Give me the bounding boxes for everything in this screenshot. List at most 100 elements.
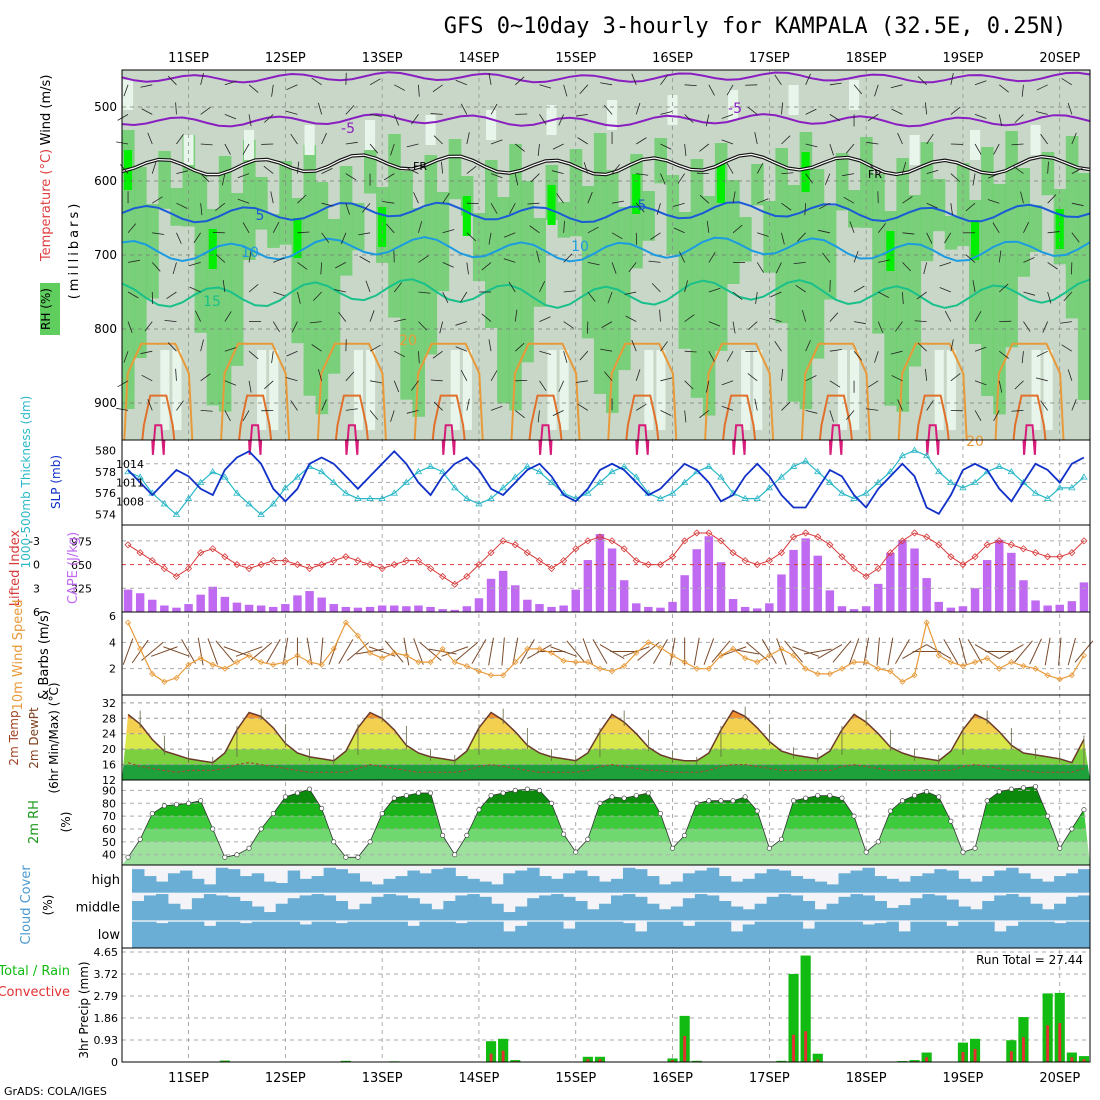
upper-wind-barb [805,173,814,184]
cape-bar [886,552,895,612]
upper-wind-barb [631,339,637,352]
cloud-bar [227,896,241,921]
rh-point [173,802,179,808]
cloud-bar [994,870,1007,893]
li-point [426,564,435,573]
thickness-point [596,478,604,485]
rh-point [754,808,760,814]
cloud-bar [982,921,995,948]
rh-shade-green [448,139,462,200]
li-point [318,561,326,569]
upper-wind-barb [552,410,564,417]
panel-frame [121,947,1091,1063]
precip-ytick: 2.79 [94,990,119,1003]
wind-speed-point [1044,672,1051,679]
cloud-bar [862,867,875,893]
cape-bar [438,609,447,612]
wind-speed-point [1056,676,1063,683]
slp-ytick: 1014 [116,458,144,471]
rh-shade-green [848,190,861,228]
li-point [535,557,544,565]
upper-wind-barb [926,169,939,174]
upper-wind-barb [321,399,327,411]
wind-speed-point [270,661,277,668]
profile-ylabel-rh: RH (%) [39,288,53,330]
cloud-bar [599,881,612,893]
upper-wind-barb [442,229,455,234]
upper-wind-barb [660,410,672,417]
upper-wind-barb [127,291,139,299]
upper-wind-barb [829,410,834,422]
cloud-bar [143,876,157,893]
upper-wind-barb [297,262,308,270]
rh-shade-bright [293,218,302,258]
li-point [983,541,991,549]
cape-bar [1067,601,1077,612]
upper-wind-barb [747,373,758,382]
rh-shade-light [970,130,981,160]
wind-barb [792,646,819,657]
wind-barb [784,640,803,663]
cape-bar [160,605,169,612]
cloud-bar [275,921,289,948]
temp-contour-30 [732,424,747,455]
upper-wind-barb [407,167,419,174]
upper-wind-barb [432,84,443,93]
cloud-bar [431,921,444,948]
bottom-date-label: 18SEP [846,1071,887,1086]
li-point [221,553,229,561]
upper-wind-barb [805,73,811,85]
cape-bar [148,599,157,612]
rh-point [948,818,954,824]
upper-wind-barb [539,84,552,89]
wind-speed-point [814,670,821,677]
upper-wind-barb [297,291,301,304]
upper-wind-barb [732,224,743,234]
upper-wind-barb [635,202,645,213]
wind-speed-point [221,665,228,672]
cloud-bar [539,876,552,893]
cloud-bar [742,924,756,948]
cloud-bar [371,921,384,948]
cloud-bar [335,869,349,893]
thickness-point [172,510,181,518]
upper-wind-barb [1071,202,1084,207]
upper-wind-barb [460,370,468,381]
rh-shade-light [1043,350,1053,430]
upper-wind-barb [1042,321,1049,333]
upper-wind-barb [369,310,375,322]
rh-point [488,793,494,799]
li-point [197,549,205,557]
wind-speed-point [863,659,870,666]
upper-wind-barb [466,232,477,242]
rh-shade-green [835,153,849,211]
rh-point [585,836,591,842]
thickness-ytick: 578 [95,466,116,479]
upper-wind-barb [829,114,841,122]
upper-wind-barb [406,143,419,148]
precip-total-bar [498,1038,509,1062]
cloud-bar [958,878,971,893]
panel-frame [121,611,1091,696]
upper-wind-barb [291,321,298,333]
wind-speed-point [923,619,930,626]
cape-bar [511,585,520,612]
cloud-bar [179,870,193,893]
upper-wind-barb [660,111,673,115]
upper-wind-barb [193,232,201,243]
upper-wind-barb [514,173,519,186]
rh-shade-green [146,204,159,299]
upper-wind-barb [965,202,976,212]
rh-shade-light [123,80,134,110]
cloud-bar [599,903,612,921]
upper-wind-barb [1013,166,1024,174]
rh-point [415,790,421,796]
upper-wind-barb [556,193,564,204]
precip-ytick: 0 [111,1056,118,1069]
rh-shade-green [981,147,994,397]
temp-contour-25 [818,394,853,441]
rh-ytick: 90 [102,784,116,797]
wind-barb [998,644,1024,659]
cloud-bar [1006,867,1019,893]
cape-bar [716,562,726,612]
